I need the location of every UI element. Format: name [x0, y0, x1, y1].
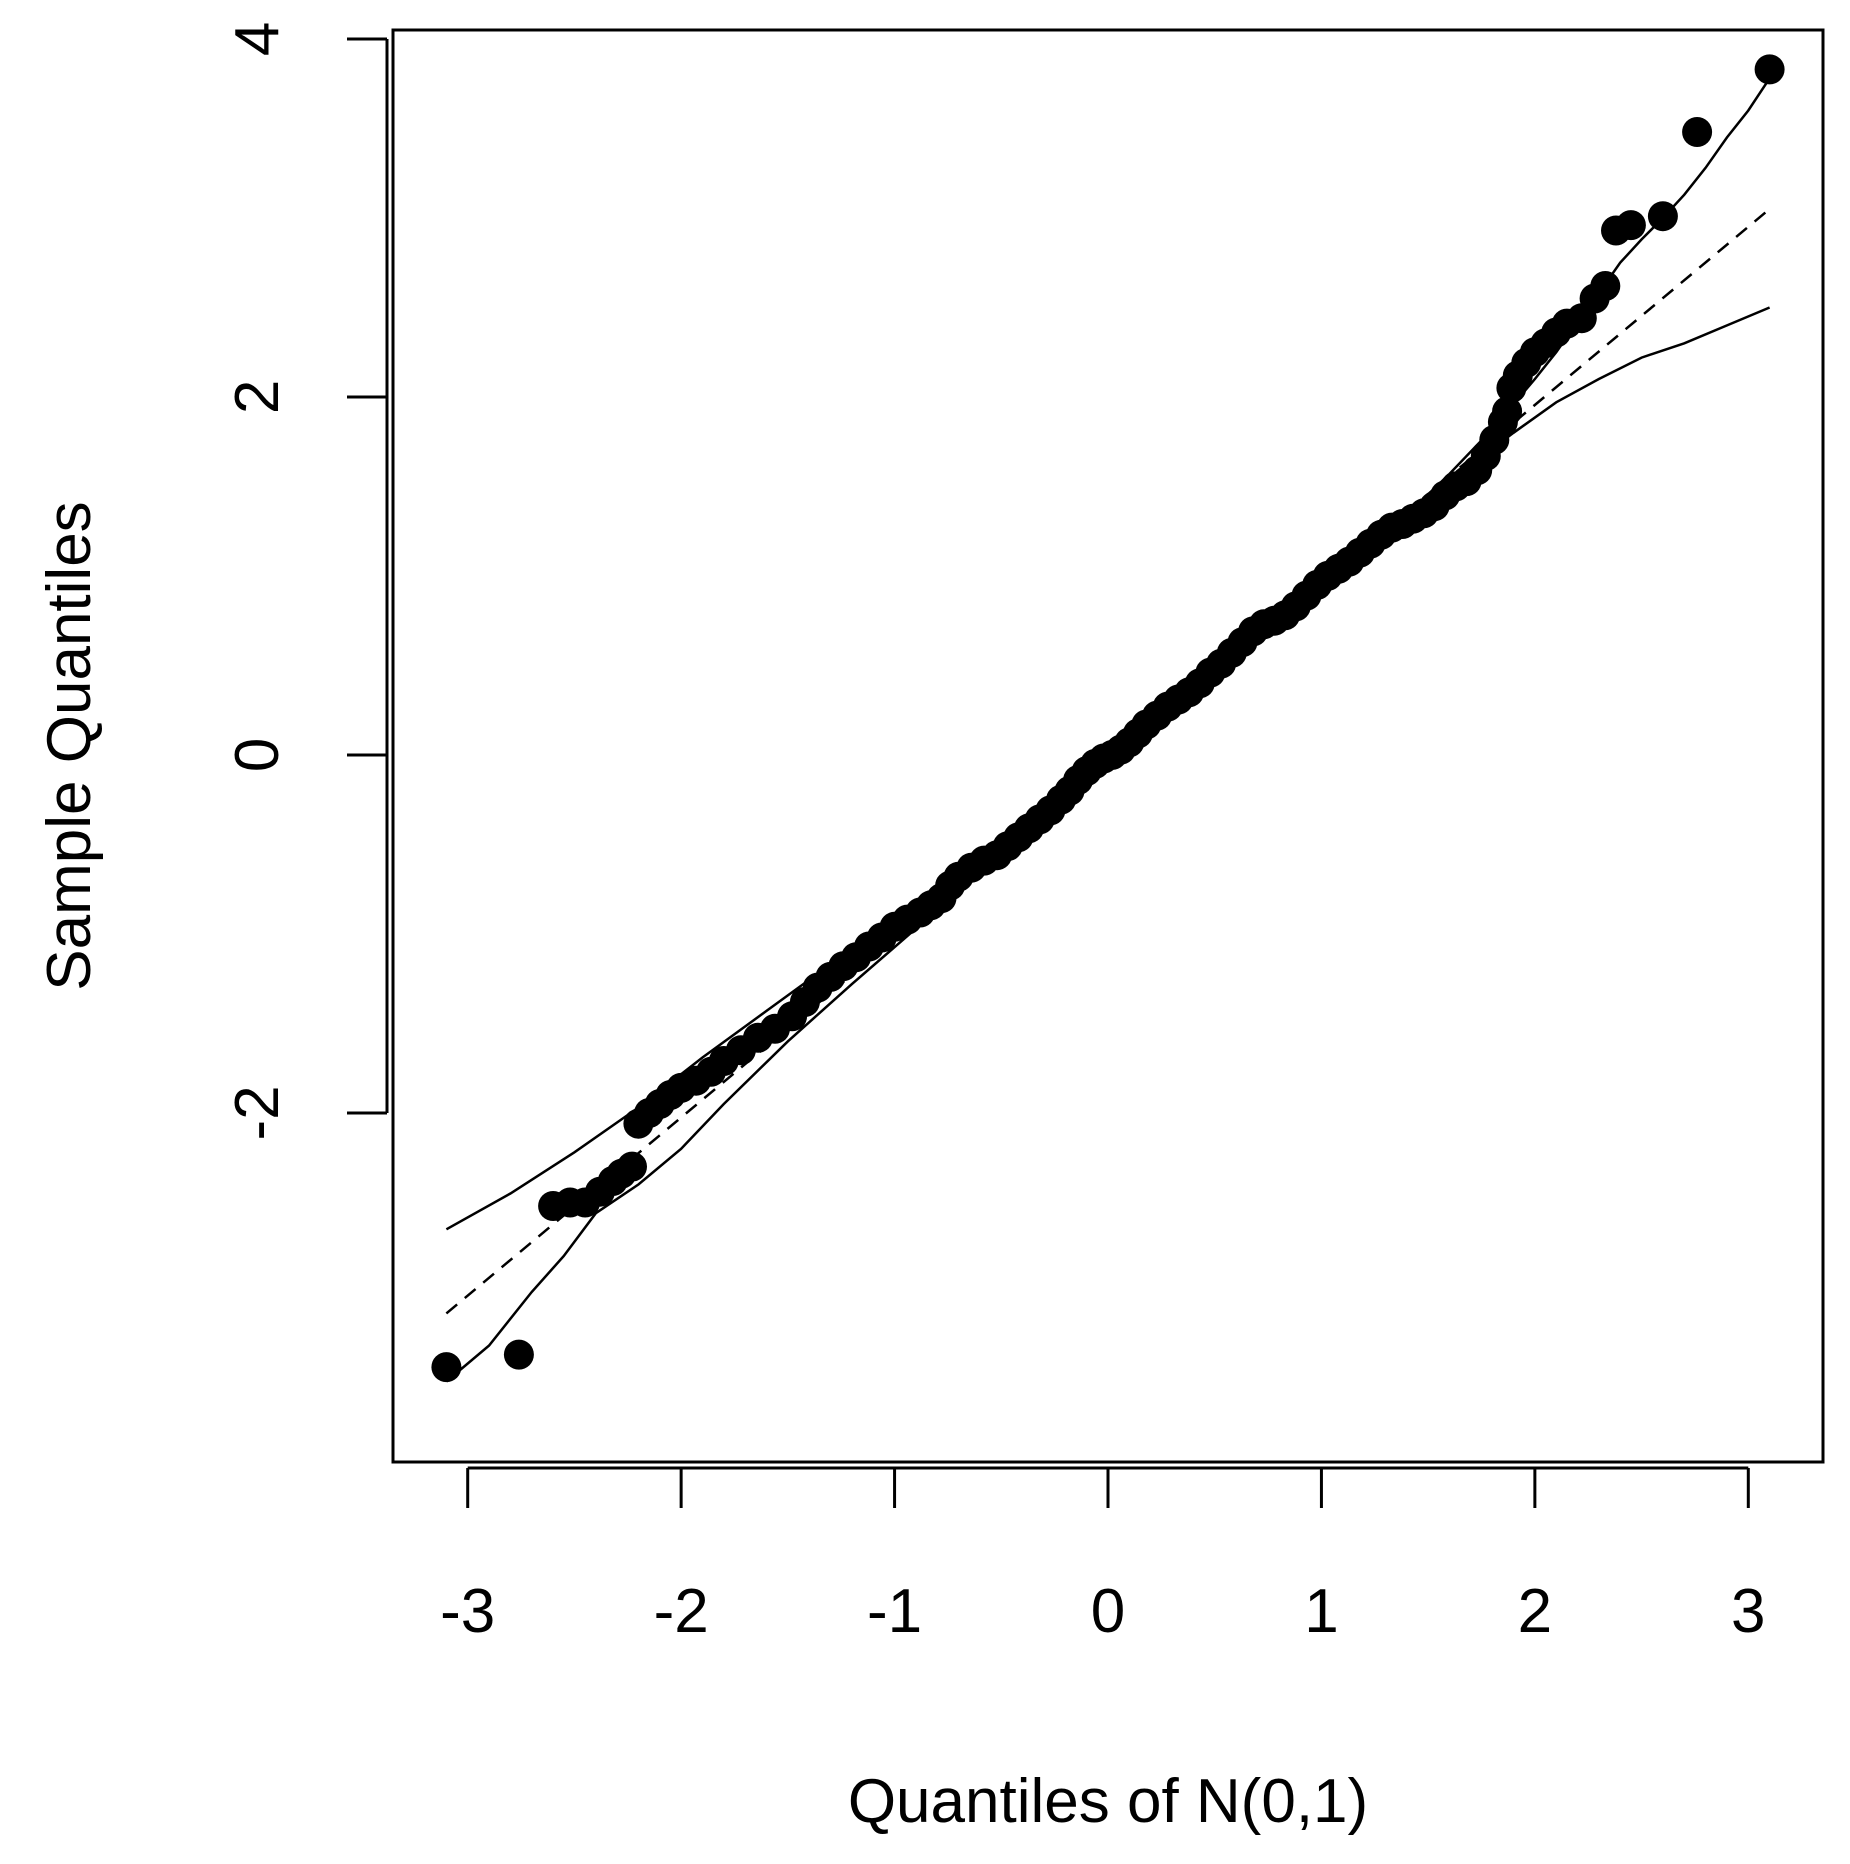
data-point: [1615, 210, 1646, 241]
x-tick-label: -1: [867, 1577, 922, 1646]
x-axis: -3 -2 -1 0 1 2 3: [440, 1466, 1766, 1646]
confidence-envelopes: [445, 77, 1771, 1383]
envelope-lower-line: [445, 306, 1771, 1383]
y-axis: -2 0 2 4: [223, 22, 389, 1141]
data-points: [431, 54, 1785, 1383]
x-tick-label: -3: [440, 1577, 495, 1646]
y-tick-label: 4: [223, 22, 292, 56]
data-point: [431, 1352, 462, 1383]
data-point: [1590, 271, 1621, 301]
data-point: [1754, 54, 1785, 85]
x-tick-label: 1: [1304, 1577, 1338, 1646]
y-tick-label: 0: [223, 738, 292, 772]
y-tick-label: -2: [223, 1085, 292, 1140]
data-point: [617, 1151, 647, 1182]
x-axis-label: Quantiles of N(0,1): [848, 1767, 1368, 1836]
x-tick-label: 0: [1091, 1577, 1125, 1646]
data-point: [1647, 201, 1678, 232]
data-point: [1682, 117, 1713, 147]
data-point: [1492, 396, 1523, 427]
y-axis-label: Sample Quantiles: [35, 501, 104, 990]
x-tick-label: 3: [1731, 1577, 1765, 1646]
envelope-upper-line: [445, 77, 1771, 1231]
x-tick-label: -2: [654, 1577, 709, 1646]
x-tick-label: 2: [1518, 1577, 1552, 1646]
y-tick-label: 2: [223, 380, 292, 414]
data-point: [503, 1339, 534, 1370]
plot-frame: [391, 28, 1825, 1464]
